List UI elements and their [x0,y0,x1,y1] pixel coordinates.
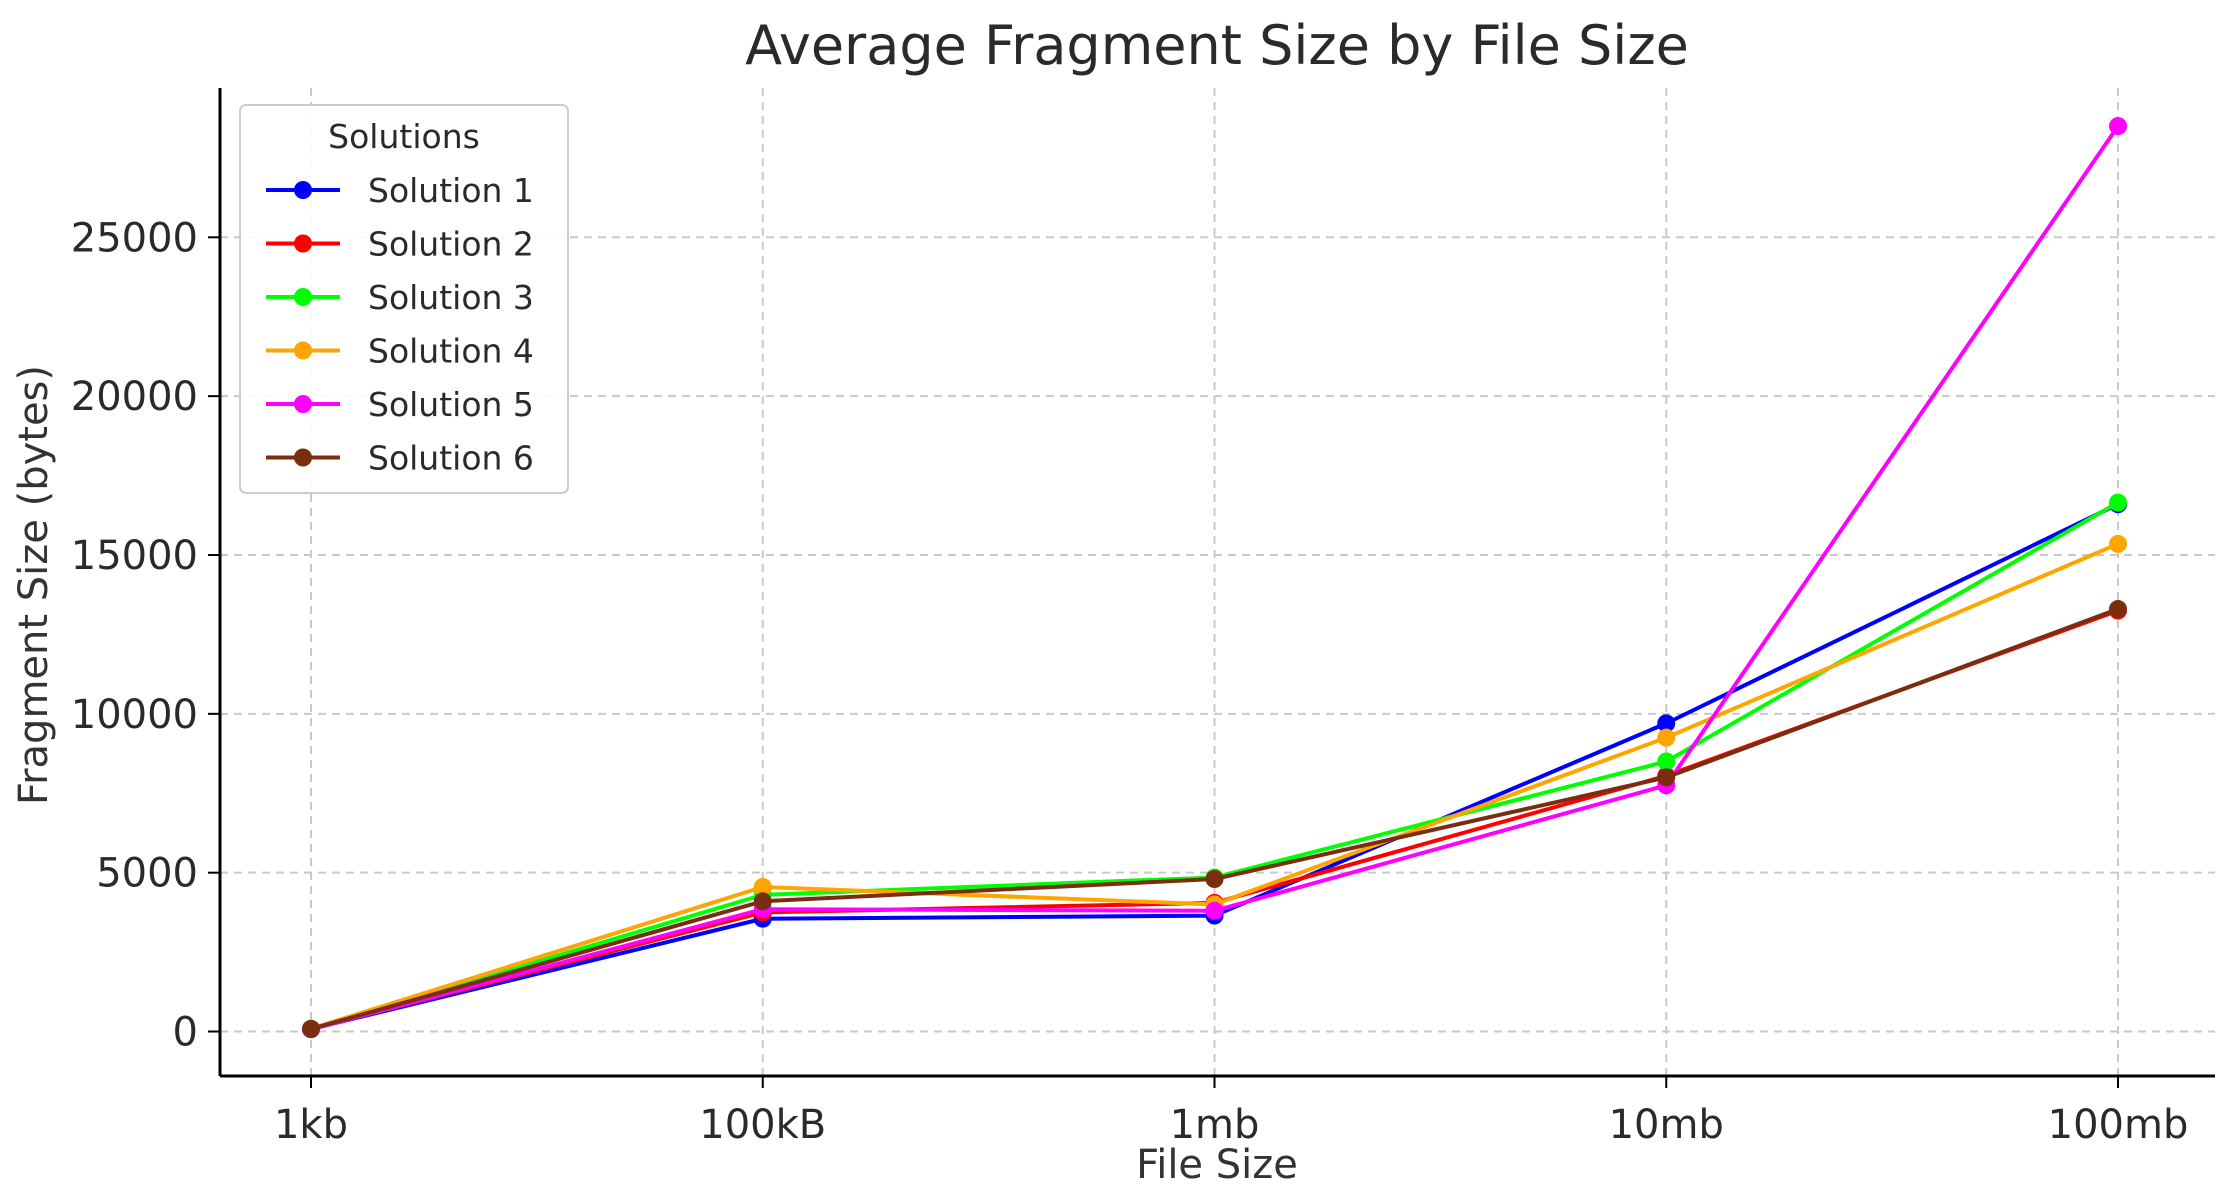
legend-label-solution-2: Solution 2 [368,225,534,264]
y-tick-label: 15000 [71,533,198,579]
legend: Solutions Solution 1 Solution 2 Solution 3… [239,104,569,494]
legend-marker-solution-5 [294,395,312,413]
data-point-solution-6 [1205,870,1224,889]
x-tick-label: 100kB [699,1102,826,1148]
y-tick-label: 20000 [71,374,198,420]
data-point-solution-5 [2109,117,2127,136]
data-point-solution-4 [1657,728,1676,747]
data-point-solution-3 [1657,752,1676,771]
x-tick-label: 100mb [2048,1102,2189,1148]
legend-title: Solutions [328,117,480,156]
y-tick-label: 25000 [71,215,198,261]
legend-marker-solution-4 [294,341,312,360]
x-axis-label: File Size [1136,1142,1298,1188]
legend-item-solution-1: Solution 1 [266,171,534,210]
data-point-solution-6 [1657,768,1676,787]
data-point-solution-4 [2109,534,2127,553]
x-tick-label: 1mb [1170,1102,1260,1148]
axes-layer [218,88,2215,1078]
legend-marker-solution-6 [294,448,312,467]
data-point-solution-1 [1657,714,1676,733]
legend-frame [239,104,569,494]
chart-title: Average Fragment Size by File Size [745,14,1689,77]
legend-label-solution-4: Solution 4 [368,332,534,371]
legend-label-solution-6: Solution 6 [368,439,534,478]
series-layer [302,117,2127,1039]
tick-layer: 1kb 100kB 1mb 10mb 100mb 0 5000 10000 15000 20000… [71,215,2189,1148]
legend-item-solution-5: Solution 5 [266,385,534,424]
data-point-solution-3 [2109,493,2127,512]
legend-label-solution-3: Solution 3 [368,278,534,317]
x-tick-label: 10mb [1609,1102,1724,1148]
y-axis-label: Fragment Size (bytes) [11,365,57,805]
data-point-solution-4 [753,877,772,896]
legend-marker-solution-2 [294,234,312,253]
legend-item-solution-2: Solution 2 [266,225,534,264]
legend-marker-solution-1 [294,181,312,199]
series-solution-6 [302,600,2127,1038]
y-tick-label: 5000 [96,851,198,897]
data-point-solution-6 [2109,600,2127,619]
data-point-solution-6 [302,1019,320,1038]
data-point-solution-5 [1205,901,1224,920]
legend-label-solution-5: Solution 5 [368,385,534,424]
legend-items: Solution 1 Solution 2 Solution 3 Solution 4… [266,171,534,478]
legend-label-solution-1: Solution 1 [368,171,534,210]
data-point-solution-6 [753,892,772,911]
x-tick-label: 1kb [274,1102,348,1148]
legend-marker-solution-3 [294,288,312,306]
legend-item-solution-6: Solution 6 [266,439,534,478]
legend-item-solution-3: Solution 3 [266,278,534,317]
y-tick-label: 0 [173,1010,198,1056]
legend-item-solution-4: Solution 4 [266,332,534,371]
y-tick-label: 10000 [71,692,198,738]
